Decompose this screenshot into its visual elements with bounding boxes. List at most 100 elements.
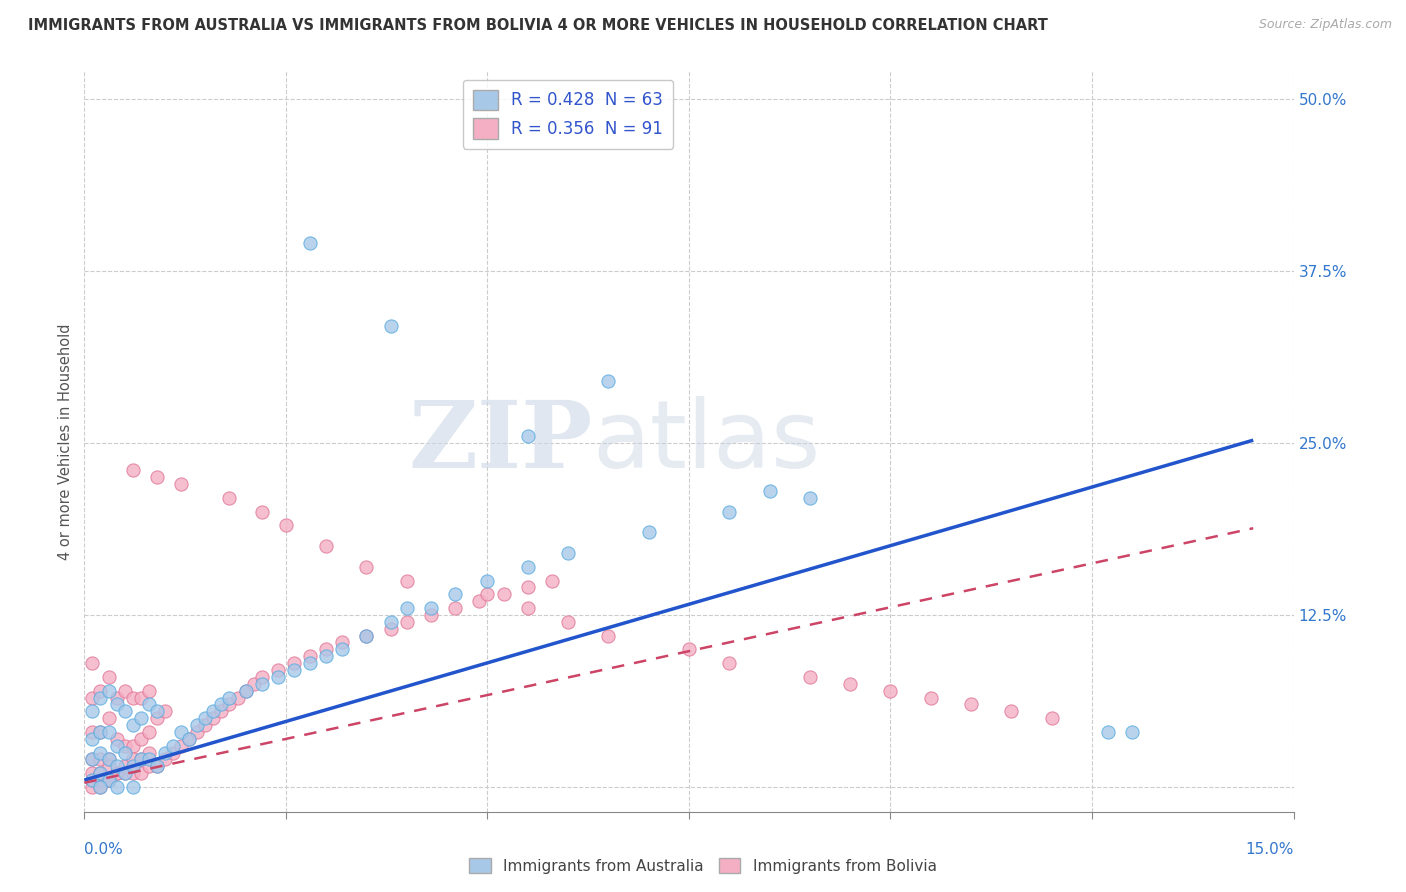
Point — [678, 642, 700, 657]
Point — [105, 731, 128, 746]
Point — [380, 615, 402, 629]
Point — [209, 704, 232, 718]
Point — [598, 629, 620, 643]
Text: IMMIGRANTS FROM AUSTRALIA VS IMMIGRANTS FROM BOLIVIA 4 OR MORE VEHICLES IN HOUSE: IMMIGRANTS FROM AUSTRALIA VS IMMIGRANTS … — [28, 18, 1047, 33]
Point — [444, 587, 467, 601]
Point — [218, 690, 240, 705]
Point — [97, 752, 120, 766]
Point — [242, 677, 264, 691]
Point — [718, 505, 741, 519]
Point — [299, 649, 322, 664]
Point — [235, 683, 257, 698]
Point — [89, 766, 111, 780]
Point — [356, 559, 378, 574]
Point — [218, 491, 240, 505]
Legend: R = 0.428  N = 63, R = 0.356  N = 91: R = 0.428 N = 63, R = 0.356 N = 91 — [463, 79, 673, 149]
Point — [299, 656, 322, 670]
Point — [82, 704, 104, 718]
Point — [541, 574, 564, 588]
Point — [82, 780, 104, 794]
Point — [315, 649, 337, 664]
Point — [114, 683, 136, 698]
Point — [97, 725, 120, 739]
Point — [218, 698, 240, 712]
Point — [89, 746, 111, 760]
Point — [82, 766, 104, 780]
Point — [444, 601, 467, 615]
Point — [146, 759, 169, 773]
Point — [170, 725, 193, 739]
Point — [179, 731, 201, 746]
Point — [105, 766, 128, 780]
Point — [129, 711, 152, 725]
Point — [202, 704, 225, 718]
Point — [299, 236, 322, 251]
Point — [330, 642, 353, 657]
Point — [97, 711, 120, 725]
Point — [114, 739, 136, 753]
Point — [170, 477, 193, 491]
Point — [89, 725, 111, 739]
Point — [121, 752, 143, 766]
Point — [420, 607, 443, 622]
Point — [97, 773, 120, 788]
Point — [380, 622, 402, 636]
Point — [153, 704, 176, 718]
Point — [194, 711, 217, 725]
Point — [194, 718, 217, 732]
Point — [89, 780, 111, 794]
Point — [121, 463, 143, 477]
Point — [395, 601, 418, 615]
Point — [395, 615, 418, 629]
Point — [82, 773, 104, 788]
Point — [82, 731, 104, 746]
Point — [89, 725, 111, 739]
Point — [395, 574, 418, 588]
Point — [162, 746, 184, 760]
Point — [1121, 725, 1143, 739]
Point — [153, 752, 176, 766]
Point — [89, 752, 111, 766]
Point — [97, 752, 120, 766]
Point — [1000, 704, 1022, 718]
Point — [557, 546, 579, 560]
Point — [162, 739, 184, 753]
Point — [138, 746, 160, 760]
Point — [97, 683, 120, 698]
Point — [82, 773, 104, 788]
Point — [82, 752, 104, 766]
Point — [1097, 725, 1119, 739]
Point — [138, 698, 160, 712]
Point — [250, 670, 273, 684]
Point — [516, 429, 538, 443]
Point — [557, 615, 579, 629]
Point — [105, 766, 128, 780]
Point — [492, 587, 515, 601]
Point — [138, 683, 160, 698]
Point — [758, 484, 780, 499]
Point — [170, 739, 193, 753]
Point — [879, 683, 901, 698]
Point — [121, 759, 143, 773]
Text: atlas: atlas — [592, 395, 821, 488]
Point — [235, 683, 257, 698]
Point — [121, 766, 143, 780]
Point — [283, 663, 305, 677]
Point — [129, 690, 152, 705]
Point — [82, 752, 104, 766]
Point — [179, 731, 201, 746]
Point — [799, 491, 821, 505]
Point — [82, 725, 104, 739]
Text: Source: ZipAtlas.com: Source: ZipAtlas.com — [1258, 18, 1392, 31]
Point — [516, 559, 538, 574]
Point — [89, 766, 111, 780]
Point — [477, 587, 499, 601]
Point — [799, 670, 821, 684]
Point — [477, 574, 499, 588]
Point — [114, 766, 136, 780]
Y-axis label: 4 or more Vehicles in Household: 4 or more Vehicles in Household — [58, 323, 73, 560]
Point — [209, 698, 232, 712]
Point — [97, 773, 120, 788]
Point — [356, 629, 378, 643]
Point — [97, 759, 120, 773]
